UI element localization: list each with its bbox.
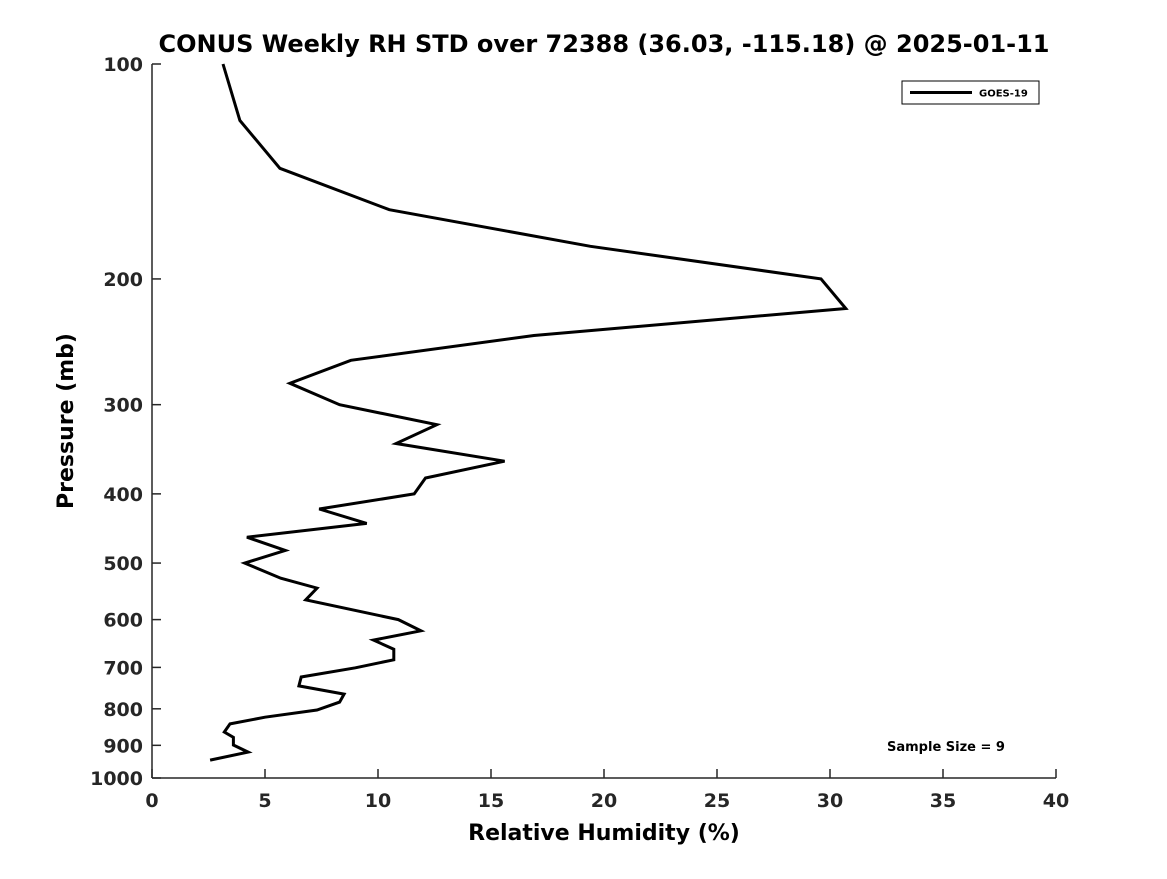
x-tick-label: 0 <box>145 790 158 812</box>
x-tick-label: 25 <box>704 790 730 812</box>
legend: GOES-19 <box>902 81 1039 104</box>
y-tick-label: 800 <box>103 699 143 721</box>
x-tick-label: 35 <box>930 790 956 812</box>
sample-size-annotation: Sample Size = 9 <box>887 740 1005 755</box>
y-tick-label: 400 <box>103 484 143 506</box>
y-tick-label: 500 <box>103 553 143 575</box>
y-tick-label: 1000 <box>90 768 143 790</box>
y-tick-label: 900 <box>103 735 143 757</box>
x-axis-label: Relative Humidity (%) <box>468 821 740 846</box>
x-tick-label: 30 <box>817 790 843 812</box>
x-tick-label: 40 <box>1043 790 1069 812</box>
x-tick-label: 5 <box>258 790 271 812</box>
x-tick-label: 10 <box>365 790 391 812</box>
x-tick-label: 20 <box>591 790 617 812</box>
legend-label-goes-19: GOES-19 <box>979 89 1028 100</box>
y-tick-label: 200 <box>103 269 143 291</box>
y-tick-label: 100 <box>103 54 143 76</box>
y-tick-label: 600 <box>103 610 143 632</box>
y-tick-label: 300 <box>103 395 143 417</box>
series-line-goes-19 <box>210 64 846 760</box>
chart-title: CONUS Weekly RH STD over 72388 (36.03, -… <box>158 30 1049 58</box>
x-tick-label: 15 <box>478 790 504 812</box>
y-tick-label: 700 <box>103 657 143 679</box>
y-axis-label: Pressure (mb) <box>54 333 79 509</box>
